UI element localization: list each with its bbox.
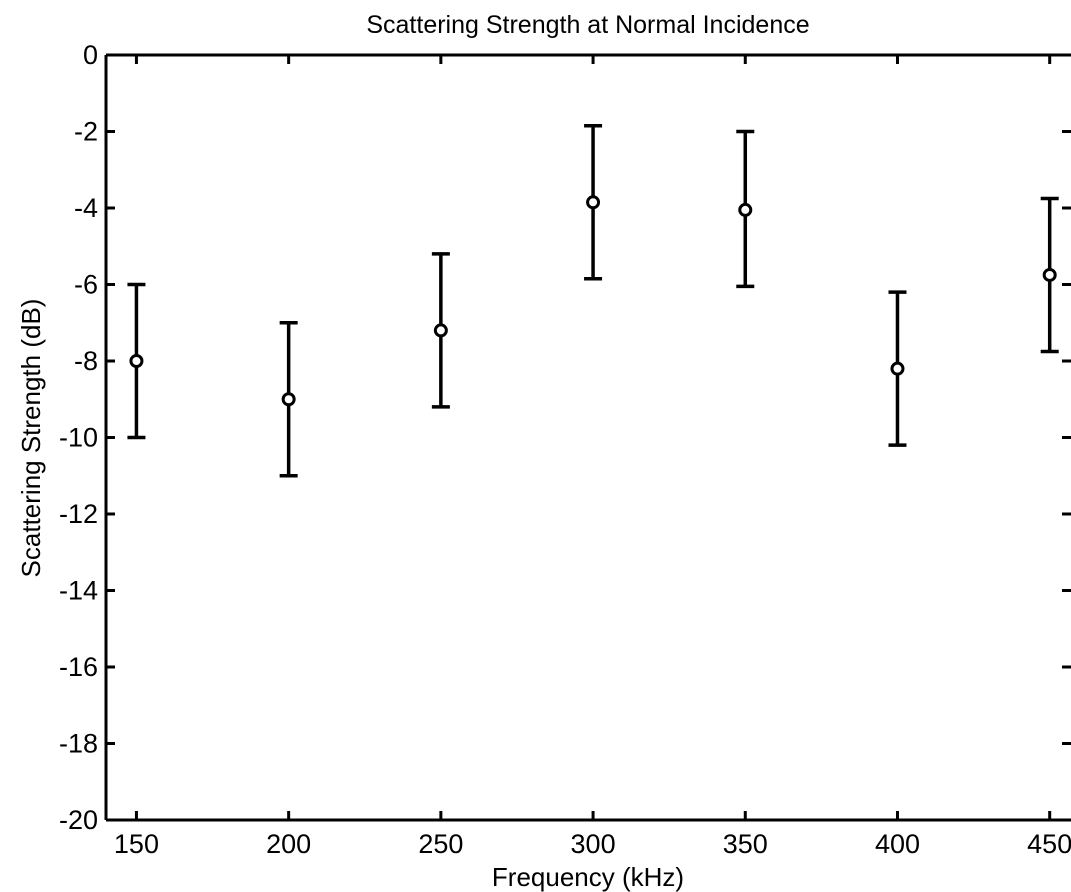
data-point-marker (281, 392, 296, 407)
x-tick-label: 400 (875, 829, 920, 859)
x-tick-label: 300 (571, 829, 616, 859)
y-tick-label: -4 (74, 193, 98, 223)
y-axis-label: Scattering Strength (dB) (16, 299, 46, 578)
x-ticks: 150 200 250 300 350 400 450 (114, 55, 1071, 859)
y-tick-label: -8 (74, 346, 98, 376)
chart-title: Scattering Strength at Normal Incidence (366, 11, 809, 39)
y-tick-label: -20 (59, 805, 98, 835)
y-tick-label: -10 (59, 423, 98, 453)
data-point-marker (1042, 267, 1057, 282)
x-tick-label: 150 (114, 829, 159, 859)
x-tick-label: 250 (418, 829, 463, 859)
y-tick-label: -12 (59, 499, 98, 529)
x-tick-label: 350 (723, 829, 768, 859)
y-tick-label: -2 (74, 117, 98, 147)
y-tick-label: -16 (59, 652, 98, 682)
x-tick-label: 450 (1027, 829, 1071, 859)
data-point-marker (433, 323, 448, 338)
data-point-marker (738, 202, 753, 217)
x-tick-label: 200 (266, 829, 311, 859)
y-ticks: 0 -2 -4 -6 -8 -10 -12 -14 -16 -18 -20 (59, 40, 1071, 835)
axes-frame (104, 53, 1071, 822)
data-point-marker (890, 361, 905, 376)
y-tick-label: 0 (83, 40, 98, 70)
data-point-marker (586, 195, 601, 210)
y-tick-label: -18 (59, 729, 98, 759)
data-series (127, 124, 1059, 478)
y-tick-label: -14 (59, 576, 98, 606)
data-point-marker (129, 354, 144, 368)
x-axis-label: Frequency (kHz) (492, 862, 684, 892)
y-tick-label: -6 (74, 270, 98, 300)
